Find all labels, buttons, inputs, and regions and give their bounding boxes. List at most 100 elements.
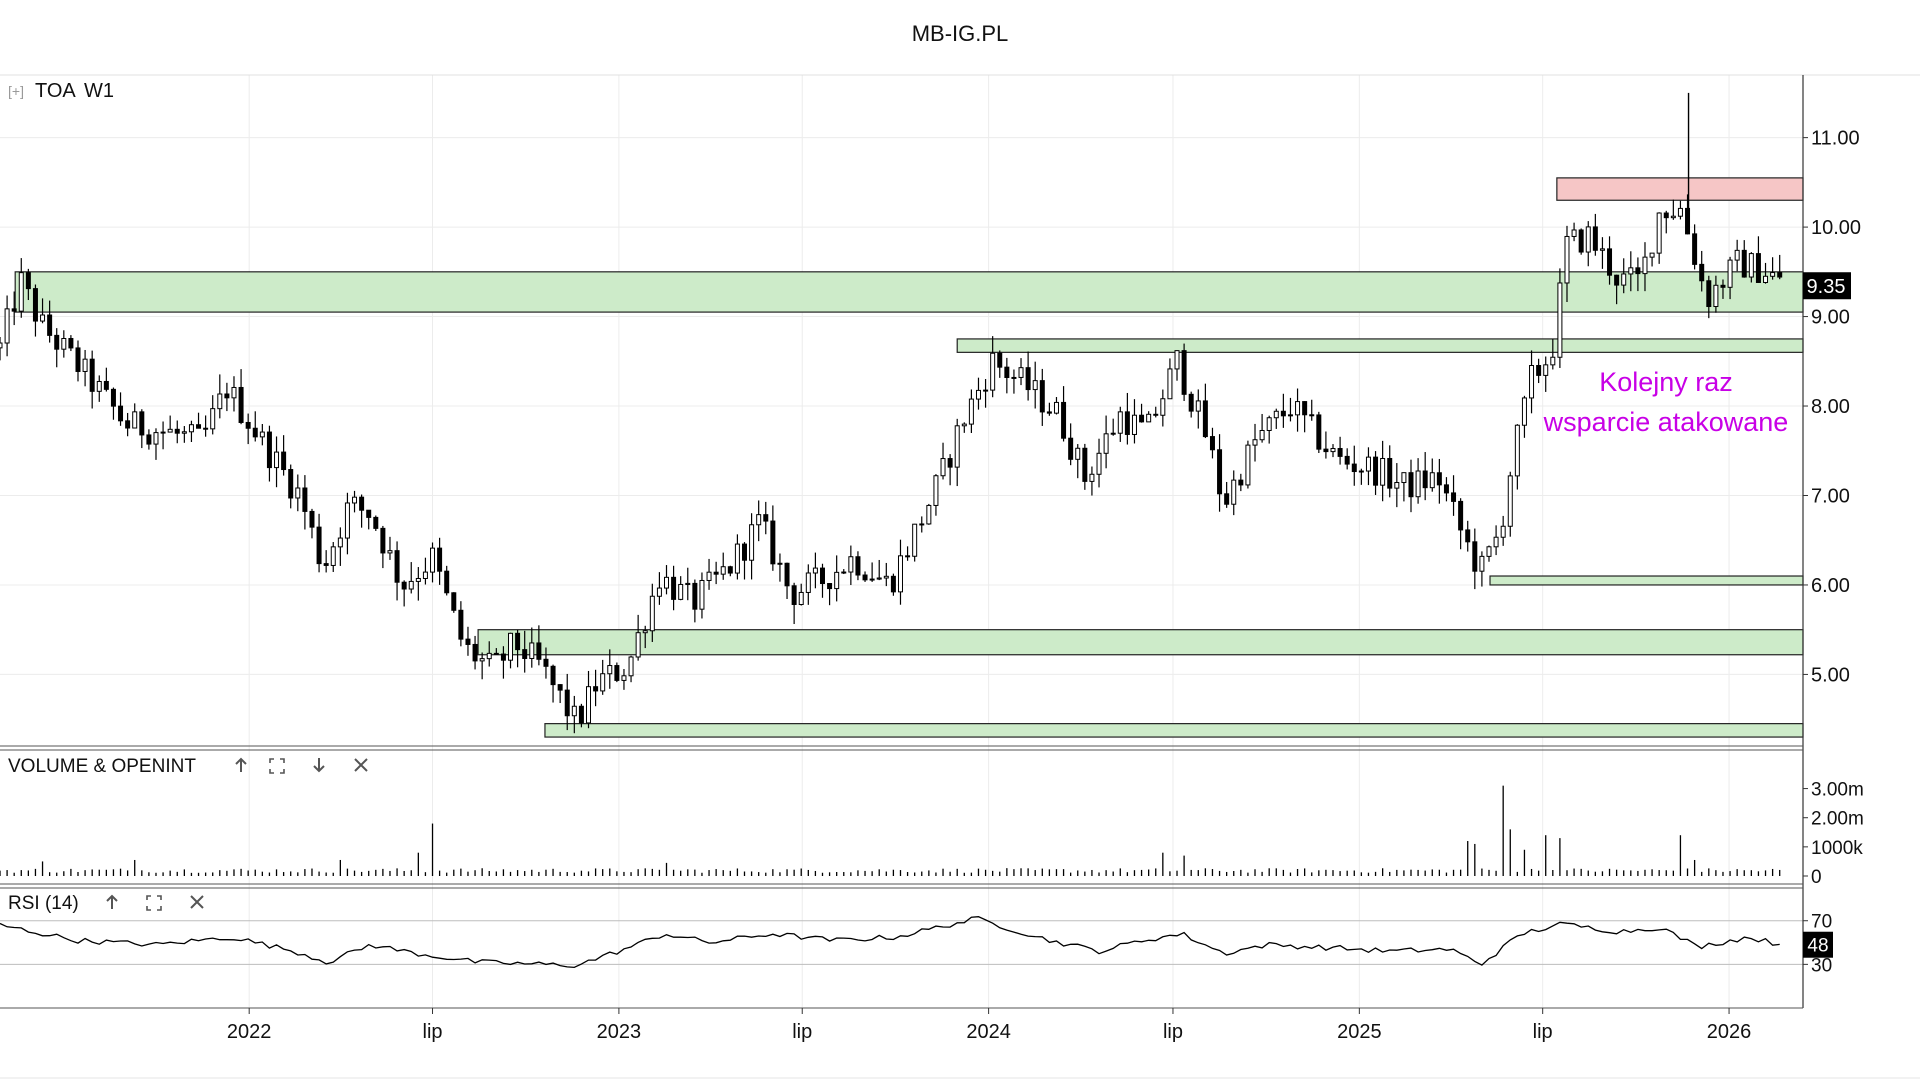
candle-body xyxy=(323,563,329,566)
candle-body xyxy=(1451,492,1457,502)
volume-axis-label: 2.00m xyxy=(1811,809,1864,830)
expand-icon[interactable] xyxy=(269,758,285,774)
candle-body xyxy=(1507,475,1513,527)
candle-body xyxy=(245,421,251,429)
close-icon[interactable] xyxy=(354,758,368,772)
candle-body xyxy=(203,427,209,430)
arrow-up-icon[interactable] xyxy=(106,894,118,909)
candle-body xyxy=(1387,457,1393,489)
candle-body xyxy=(75,347,81,372)
candle-body xyxy=(1479,555,1485,572)
candle-body xyxy=(1415,470,1421,498)
candle-body xyxy=(720,566,726,575)
candle-body xyxy=(1642,256,1648,275)
candle-body xyxy=(1550,356,1556,366)
candle-body xyxy=(784,562,790,587)
arrow-up-icon[interactable] xyxy=(235,757,247,772)
candle-body xyxy=(529,642,535,659)
candle-body xyxy=(890,575,896,593)
candle-body xyxy=(1075,447,1081,460)
candle-body xyxy=(983,389,989,392)
candle-body xyxy=(649,595,655,632)
rsi-panel-header: RSI (14) xyxy=(8,893,204,914)
candle-body xyxy=(1706,280,1712,308)
candle-body xyxy=(1018,367,1024,378)
arrow-down-icon[interactable] xyxy=(313,758,325,773)
candle-body xyxy=(1472,541,1478,572)
expand-icon[interactable] xyxy=(146,895,162,911)
candle-body xyxy=(1670,215,1676,219)
green-zone xyxy=(956,338,1804,353)
candle-body xyxy=(1585,226,1591,253)
green-zone xyxy=(477,629,1804,656)
candle-body xyxy=(1777,272,1783,278)
candle-body xyxy=(1543,364,1549,376)
candle-body xyxy=(1302,401,1308,416)
candle-body xyxy=(1358,470,1364,473)
candle-body xyxy=(4,308,10,344)
price-candles xyxy=(0,92,1783,734)
candle-body xyxy=(536,642,542,660)
candle-body xyxy=(876,577,882,580)
candle-body xyxy=(444,570,450,594)
candle-body xyxy=(316,526,322,565)
candle-body xyxy=(1614,274,1620,286)
candle-body xyxy=(1741,249,1747,278)
candle-body xyxy=(1436,472,1442,486)
expand-panel-icon[interactable]: [+] xyxy=(8,83,24,99)
candle-body xyxy=(1280,410,1286,417)
candle-body xyxy=(1677,207,1683,217)
candle-body xyxy=(1365,456,1371,472)
candle-body xyxy=(933,475,939,506)
candle-body xyxy=(1763,275,1769,283)
candle-body xyxy=(862,574,868,581)
candle-body xyxy=(1713,284,1719,308)
candle-body xyxy=(1323,448,1329,453)
green-zone xyxy=(14,271,1804,313)
candle-body xyxy=(1635,267,1641,275)
candle-body xyxy=(224,393,230,399)
candle-body xyxy=(1209,436,1215,451)
candle-body xyxy=(486,652,492,660)
candle-body xyxy=(1351,463,1357,473)
candle-body xyxy=(1202,400,1208,438)
rsi-axis-label: 70 xyxy=(1811,912,1832,933)
candle-body xyxy=(664,576,670,589)
candle-body xyxy=(749,524,755,561)
candle-body xyxy=(1096,452,1102,475)
candle-body xyxy=(678,583,684,600)
rsi-line-group xyxy=(0,916,1803,969)
price-panel-header: [+] TOA W1 xyxy=(8,80,114,102)
candle-body xyxy=(869,578,875,581)
candle-body xyxy=(465,638,471,645)
candle-body xyxy=(1039,380,1045,413)
candle-body xyxy=(1344,455,1350,465)
candle-body xyxy=(68,338,74,349)
candle-body xyxy=(1146,413,1152,423)
candle-body xyxy=(1557,282,1563,358)
candle-body xyxy=(1153,413,1159,416)
candle-body xyxy=(1046,411,1052,414)
candle-body xyxy=(812,567,818,574)
candle-body xyxy=(188,424,194,433)
candle-body xyxy=(373,516,379,529)
close-icon[interactable] xyxy=(190,895,204,909)
candle-body xyxy=(508,632,514,661)
candle-body xyxy=(713,571,719,575)
candle-body xyxy=(1720,284,1726,288)
candle-body xyxy=(181,431,187,434)
candle-body xyxy=(1564,235,1570,284)
rsi-axis-label: 30 xyxy=(1811,955,1832,976)
candle-body xyxy=(295,487,301,499)
candle-body xyxy=(1607,248,1613,276)
candle-body xyxy=(380,527,386,554)
candle-body xyxy=(586,686,592,724)
candle-body xyxy=(1167,368,1173,400)
candle-body xyxy=(706,571,712,581)
candle-body xyxy=(1110,432,1116,435)
candle-body xyxy=(770,520,776,565)
candle-body xyxy=(1224,493,1230,505)
candle-body xyxy=(1514,424,1520,477)
candle-body xyxy=(628,656,634,677)
